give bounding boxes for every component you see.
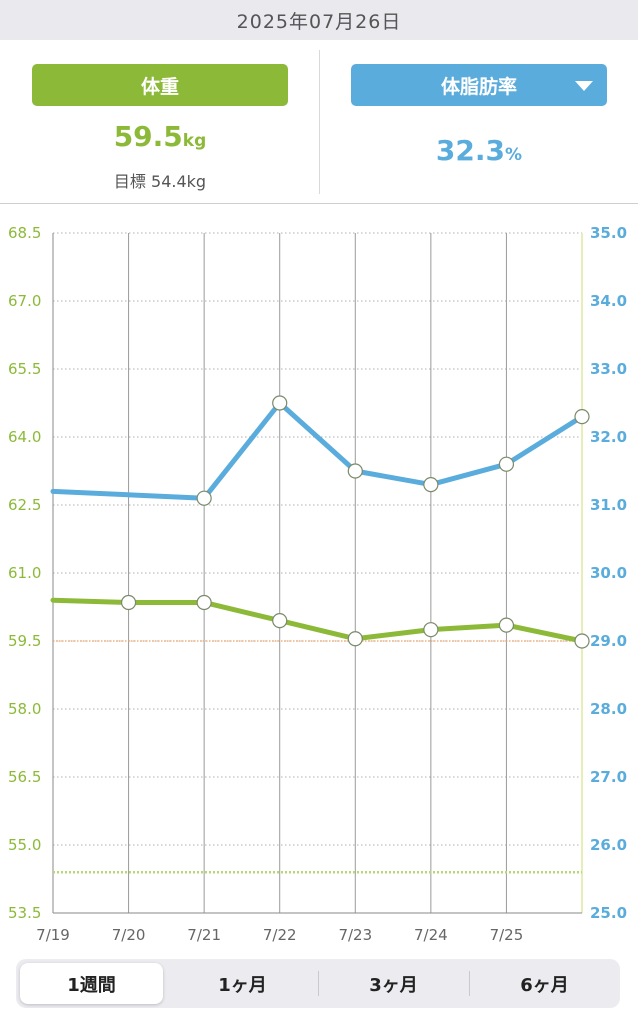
body-fat-number: 32.3	[435, 134, 506, 167]
period-tabs: 1週間 1ヶ月 3ヶ月 6ヶ月	[16, 959, 620, 1008]
tab-label: 1ヶ月	[218, 974, 267, 996]
x-tick-label: 7/24	[414, 926, 448, 944]
x-tick-label: 7/20	[112, 926, 146, 944]
tab-1-week[interactable]: 1週間	[20, 963, 163, 1004]
y-left-tick-label: 58.0	[8, 700, 41, 718]
weight-number: 59.5	[113, 120, 183, 153]
weight-value: 59.5kg	[32, 120, 288, 153]
tab-separator	[469, 971, 470, 996]
dropdown-triangle-icon	[575, 81, 593, 91]
tab-label: 1週間	[67, 974, 116, 996]
weight-point	[498, 617, 515, 633]
date-header: 2025年07月26日	[0, 0, 638, 40]
body-fat-value: 32.3%	[351, 134, 607, 167]
x-tick-label: 7/22	[263, 926, 297, 944]
body-fat-point	[574, 409, 590, 425]
y-right-tick-label: 30.0	[590, 564, 627, 582]
y-right-tick-label: 33.0	[590, 360, 627, 378]
weight-point	[347, 631, 363, 647]
y-right-tick-label: 26.0	[590, 836, 627, 854]
y-right-tick-label: 25.0	[590, 904, 627, 922]
date-label: 2025年07月26日	[236, 10, 402, 33]
y-left-tick-label: 59.5	[8, 632, 41, 650]
weight-button[interactable]: 体重	[32, 64, 288, 106]
x-tick-label: 7/25	[490, 926, 524, 944]
y-left-tick-label: 62.5	[8, 496, 41, 514]
y-left-tick-label: 67.0	[8, 292, 41, 310]
body-fat-unit: %	[505, 145, 523, 165]
weight-point	[272, 613, 288, 629]
weight-point	[574, 633, 590, 649]
y-right-tick-label: 35.0	[590, 224, 627, 242]
x-tick-label: 7/19	[36, 926, 70, 944]
y-right-tick-label: 29.0	[590, 632, 627, 650]
weight-fat-chart[interactable]: 68.5 67.0 65.5 64.0 62.5 61.0 59.5 58.0 56.5 55.0…	[0, 203, 638, 955]
body-fat-point	[423, 477, 439, 493]
weight-point	[196, 594, 212, 611]
y-left-tick-label: 64.0	[8, 428, 41, 446]
x-tick-label: 7/21	[187, 926, 221, 944]
y-left-tick-label: 65.5	[8, 360, 41, 378]
summary-panel: 体重 59.5kg 目標 54.4kg 体脂肪率 32.3%	[0, 40, 638, 204]
y-left-tick-label: 68.5	[8, 224, 41, 242]
y-right-tick-label: 34.0	[590, 292, 627, 310]
y-right-tick-label: 32.0	[590, 428, 627, 446]
body-fat-point	[498, 456, 515, 472]
body-fat-line	[50, 400, 585, 501]
tab-6-months[interactable]: 6ヶ月	[473, 963, 616, 1004]
body-fat-button-label: 体脂肪率	[440, 75, 517, 98]
body-fat-point	[272, 395, 288, 411]
tab-1-month[interactable]: 1ヶ月	[171, 963, 314, 1004]
y-left-tick-label: 56.5	[8, 768, 41, 786]
tab-separator	[318, 971, 319, 996]
weight-unit: kg	[182, 131, 207, 151]
y-right-tick-label: 27.0	[590, 768, 627, 786]
body-fat-point	[347, 463, 363, 479]
y-left-tick-label: 53.5	[8, 904, 41, 922]
weight-button-label: 体重	[140, 75, 179, 98]
y-left-tick-label: 55.0	[8, 836, 41, 854]
y-left-tick-label: 61.0	[8, 564, 41, 582]
y-right-tick-label: 28.0	[590, 700, 627, 718]
tab-label: 6ヶ月	[520, 974, 569, 996]
x-tick-label: 7/23	[338, 926, 372, 944]
body-fat-point	[196, 490, 212, 506]
y-right-tick-label: 31.0	[590, 496, 627, 514]
divider	[319, 50, 320, 194]
weight-point	[423, 622, 439, 638]
tab-3-months[interactable]: 3ヶ月	[322, 963, 465, 1004]
weight-point	[120, 594, 137, 611]
tab-label: 3ヶ月	[369, 974, 418, 996]
body-fat-dropdown-button[interactable]: 体脂肪率	[351, 64, 607, 106]
goal-label: 目標 54.4kg	[113, 172, 207, 191]
weight-line	[50, 597, 585, 644]
